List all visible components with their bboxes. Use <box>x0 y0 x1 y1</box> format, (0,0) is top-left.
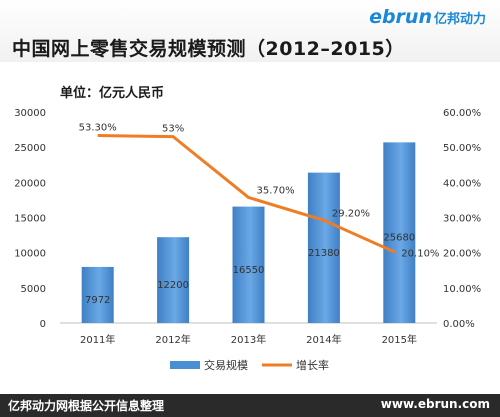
y-right-tick-label: 40.00% <box>443 178 481 189</box>
x-axis: 2011年 2012年 2013年 2014年 2015年 <box>80 333 417 346</box>
bar-value-label: 16550 <box>233 265 265 276</box>
footer-source: 亿邦动力网根据公开信息整理 <box>8 399 165 413</box>
y-left-tick-label: 30000 <box>14 108 46 119</box>
legend: 交易规模 增长率 <box>170 358 329 372</box>
bar-value-label: 7972 <box>85 295 110 306</box>
footer-bar: 亿邦动力网根据公开信息整理 www.ebrun.com <box>0 394 500 417</box>
unit-label: 单位：亿元人民币 <box>60 86 165 101</box>
x-tick-label: 2013年 <box>231 333 266 346</box>
logo-brand: ebrun <box>369 6 432 28</box>
bar <box>307 172 340 323</box>
line-value-label: 29.20% <box>332 208 370 219</box>
header-bar: ebrun 亿邦动力 中国网上零售交易规模预测（2012–2015） <box>0 0 500 62</box>
x-tick-label: 2012年 <box>155 333 190 346</box>
line-value-label: 35.70% <box>257 185 295 196</box>
line-value-label: 20.10% <box>401 248 439 259</box>
y-left-tick-label: 15000 <box>14 214 46 225</box>
y-right-tick-label: 20.00% <box>443 249 481 260</box>
y-left-tick-label: 25000 <box>14 143 46 154</box>
line-value-label: 53% <box>162 124 184 135</box>
y-left-tick-label: 0 <box>40 319 46 330</box>
line-value-label: 53.30% <box>79 123 117 134</box>
ebrun-logo: ebrun 亿邦动力 <box>369 6 486 28</box>
y-left-tick-label: 20000 <box>14 178 46 189</box>
bar <box>383 142 416 323</box>
x-tick-label: 2015年 <box>382 333 417 346</box>
growth-rate-line <box>97 134 396 254</box>
bar <box>157 237 190 323</box>
chart-svg: 0 5000 10000 15000 20000 25000 30000 0.00% 10.0… <box>14 108 481 372</box>
legend-label-line: 增长率 <box>296 358 329 372</box>
chart-title: 中国网上零售交易规模预测（2012–2015） <box>12 38 405 60</box>
legend-swatch-bar <box>170 361 200 369</box>
y-right-tick-label: 60.00% <box>443 108 481 119</box>
y-right-tick-label: 30.00% <box>443 214 481 225</box>
bar-value-label: 12200 <box>157 280 189 291</box>
footer-site: www.ebrun.com <box>380 397 490 411</box>
legend-label-bar: 交易规模 <box>204 358 248 372</box>
y-right-tick-label: 50.00% <box>443 143 481 154</box>
y-left-axis: 0 5000 10000 15000 20000 25000 30000 <box>14 108 46 330</box>
bar-value-label: 21380 <box>308 248 340 259</box>
bar-value-label: 25680 <box>383 233 415 244</box>
y-right-axis: 0.00% 10.00% 20.00% 30.00% 40.00% 50.00% 60.00… <box>443 108 481 330</box>
y-right-tick-label: 0.00% <box>443 319 475 330</box>
bar-labels: 7972 12200 16550 21380 25680 <box>85 233 415 306</box>
bar <box>232 206 265 323</box>
y-right-tick-label: 10.00% <box>443 284 481 295</box>
y-left-tick-label: 5000 <box>21 284 46 295</box>
x-tick-label: 2014年 <box>306 333 341 346</box>
bar <box>81 266 114 323</box>
y-left-tick-label: 10000 <box>14 249 46 260</box>
x-tick-label: 2011年 <box>80 333 115 346</box>
logo-brand-cn: 亿邦动力 <box>433 12 486 27</box>
bar-series <box>81 142 416 323</box>
line-labels: 53.30% 53% 35.70% 29.20% 20.10% <box>79 123 440 260</box>
